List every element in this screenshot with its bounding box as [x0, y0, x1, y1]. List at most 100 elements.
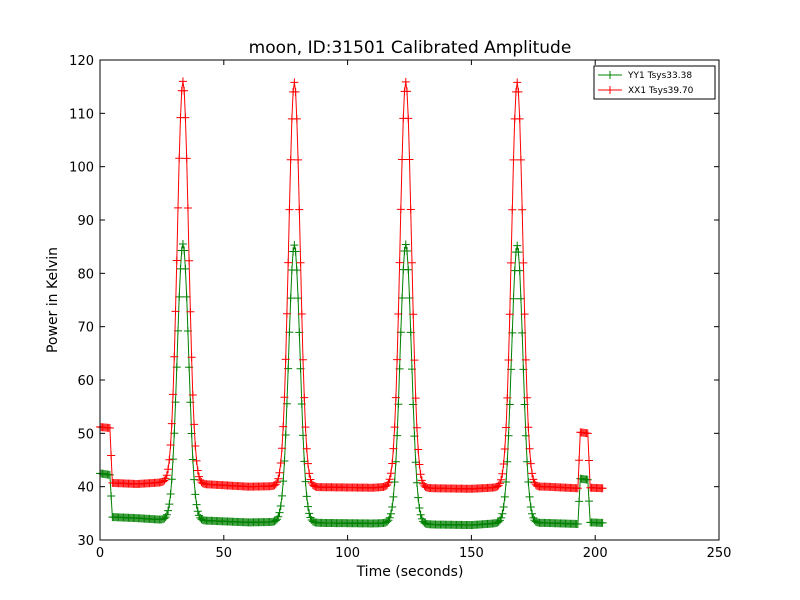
data-point — [575, 456, 584, 465]
data-point — [410, 356, 419, 365]
data-point — [411, 394, 420, 403]
data-point — [403, 87, 412, 96]
data-point — [598, 484, 607, 493]
data-point — [388, 503, 397, 512]
data-point — [401, 240, 410, 249]
data-point — [277, 491, 286, 500]
data-point — [394, 309, 403, 318]
legend: YY1 Tsys33.38 XX1 Tsys39.70 — [593, 65, 716, 100]
legend-marker — [606, 86, 614, 94]
chart-title: moon, ID:31501 Calibrated Amplitude — [249, 38, 572, 58]
data-point — [515, 266, 524, 275]
data-point — [385, 475, 394, 484]
data-point — [518, 205, 527, 214]
data-point — [415, 460, 424, 469]
data-point — [505, 310, 514, 319]
data-point — [494, 481, 503, 490]
data-point — [285, 205, 294, 214]
data-point — [303, 502, 312, 511]
data-point — [107, 451, 116, 460]
data-point — [281, 355, 290, 364]
data-point — [398, 293, 407, 302]
data-point — [503, 457, 512, 466]
data-point — [294, 294, 303, 303]
data-point — [391, 457, 400, 466]
y-tick-label: 90 — [77, 214, 94, 229]
data-point — [519, 258, 528, 267]
x-axis-label: Time (seconds) — [356, 564, 464, 580]
data-point — [409, 310, 418, 319]
data-point — [292, 266, 301, 275]
data-point — [182, 154, 191, 163]
data-point — [275, 468, 284, 477]
x-tick-label: 150 — [459, 546, 484, 561]
data-point — [301, 477, 310, 486]
data-point — [393, 355, 402, 364]
data-point — [275, 508, 284, 517]
data-point — [502, 478, 511, 487]
data-point — [406, 205, 415, 214]
data-point — [495, 479, 504, 488]
data-point — [405, 155, 414, 164]
data-point — [169, 455, 178, 464]
data-point — [404, 114, 413, 123]
data-point — [498, 509, 507, 518]
data-point — [277, 444, 286, 453]
data-point — [521, 355, 530, 364]
data-point — [165, 500, 174, 509]
data-point — [525, 444, 534, 453]
data-point — [416, 510, 425, 519]
data-point — [516, 155, 525, 164]
data-point — [526, 503, 535, 512]
y-tick-label: 50 — [77, 427, 94, 442]
plot-frame — [99, 59, 720, 541]
y-tick-label: 100 — [69, 161, 94, 176]
data-point — [389, 444, 398, 453]
data-point — [497, 513, 506, 522]
data-point — [306, 475, 315, 484]
data-point — [583, 475, 592, 484]
data-point — [508, 205, 517, 214]
data-point — [188, 391, 197, 400]
data-point — [573, 520, 582, 528]
data-point — [193, 507, 202, 516]
y-axis-label: Power in Kelvin — [45, 247, 61, 353]
data-point — [389, 492, 398, 501]
data-point — [528, 469, 537, 478]
data-point — [513, 78, 522, 87]
data-point — [398, 155, 407, 164]
data-point — [286, 294, 295, 303]
data-point — [292, 114, 301, 123]
data-point — [405, 294, 414, 303]
data-point — [276, 502, 285, 511]
data-point — [279, 422, 288, 431]
data-point — [302, 444, 311, 453]
data-point — [169, 390, 178, 399]
data-point — [523, 457, 532, 466]
data-point — [279, 477, 288, 486]
data-point — [390, 478, 399, 487]
data-point — [300, 393, 309, 402]
x-tick-label: 0 — [96, 546, 104, 561]
data-point — [391, 393, 400, 402]
data-point — [401, 77, 410, 86]
data-point — [173, 203, 182, 212]
data-point — [187, 353, 196, 362]
data-point — [507, 258, 516, 267]
data-point — [186, 307, 195, 316]
data-point — [290, 78, 299, 87]
data-point — [526, 459, 535, 468]
data-point — [525, 492, 534, 501]
data-point — [514, 87, 523, 96]
data-point — [178, 240, 187, 248]
data-point — [412, 478, 421, 487]
data-point — [385, 513, 394, 522]
data-point — [191, 441, 200, 450]
data-point — [166, 489, 175, 498]
data-point — [282, 309, 291, 318]
data-point — [161, 474, 170, 483]
data-point — [407, 258, 416, 267]
data-point — [583, 429, 592, 438]
